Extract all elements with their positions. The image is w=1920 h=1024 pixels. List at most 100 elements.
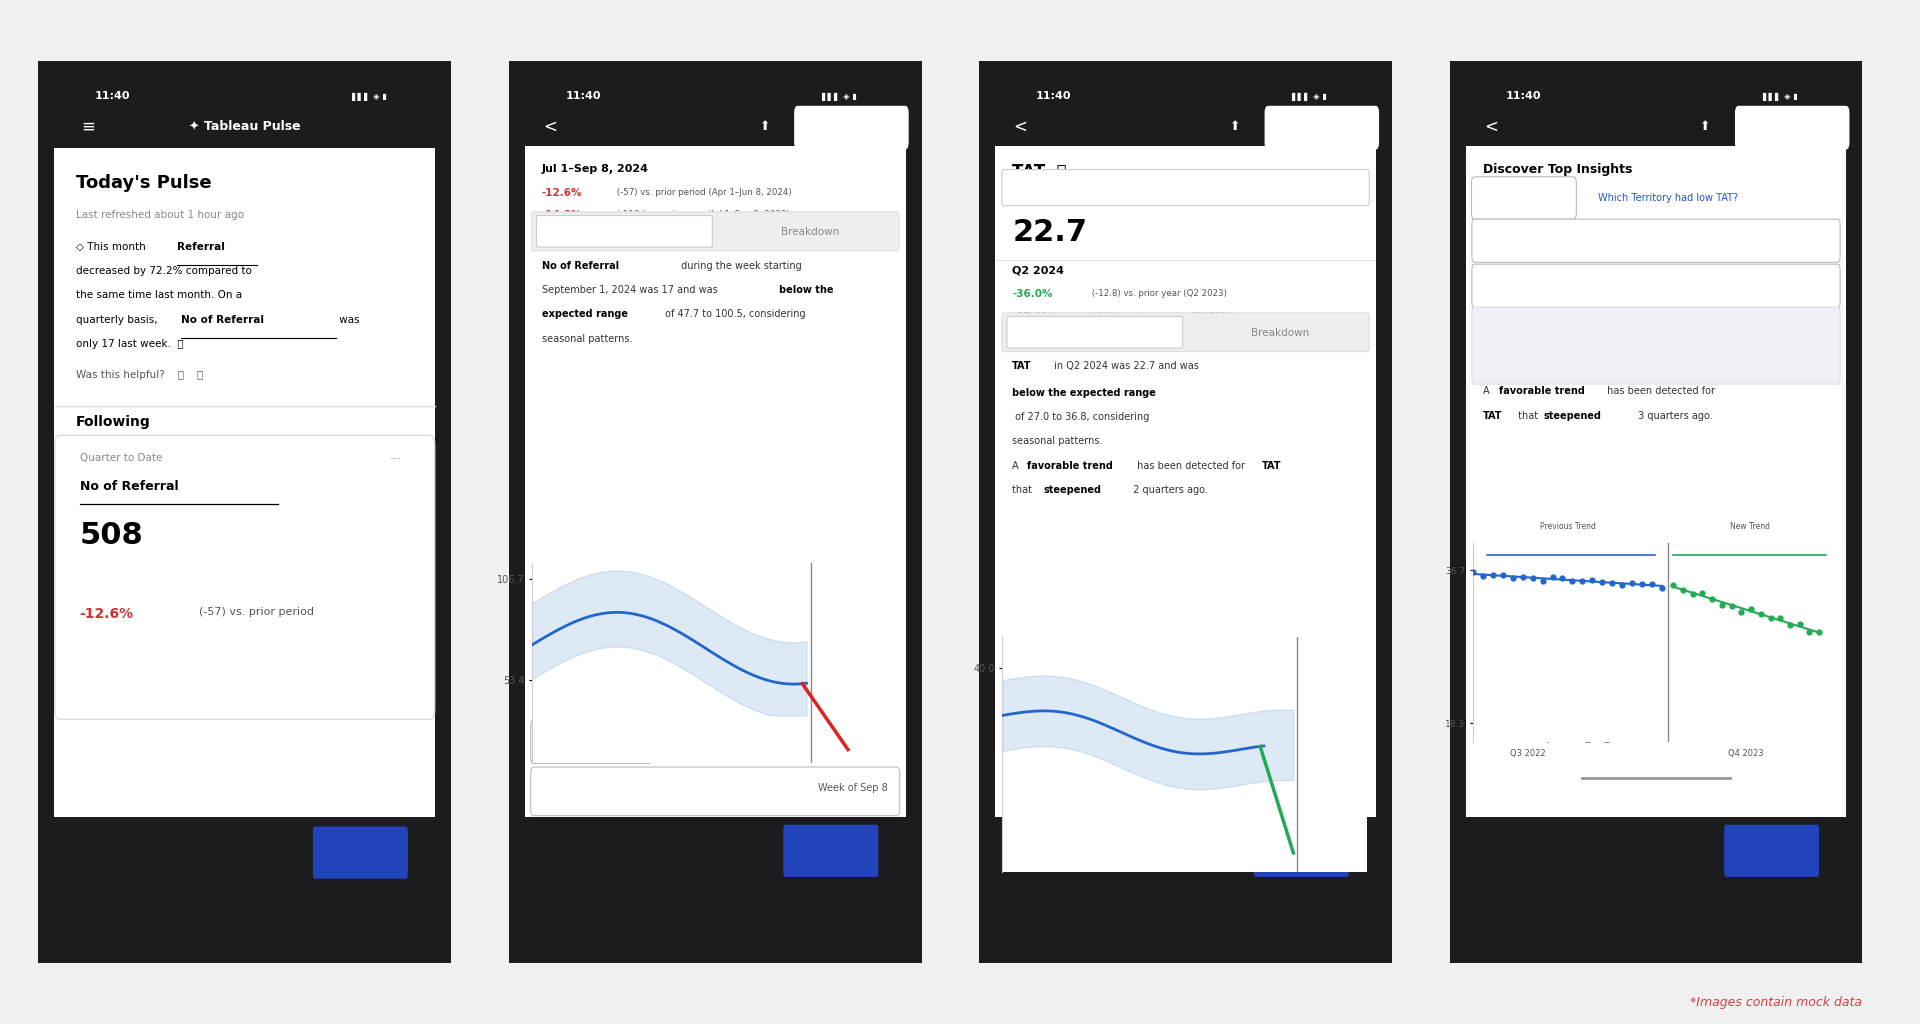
- Text: Explore: Explore: [701, 868, 730, 878]
- Text: 11:40: 11:40: [1035, 91, 1071, 101]
- Text: Top insight about this change  |: Top insight about this change |: [1490, 319, 1634, 328]
- Text: -27.9%: -27.9%: [1012, 312, 1052, 322]
- FancyBboxPatch shape: [995, 146, 1377, 883]
- Text: Following: Following: [75, 415, 150, 429]
- FancyBboxPatch shape: [524, 817, 906, 883]
- FancyBboxPatch shape: [54, 146, 436, 883]
- Text: ⌂: ⌂: [595, 842, 603, 855]
- Text: Explore: Explore: [230, 870, 259, 880]
- Text: Overview: Overview: [597, 226, 651, 237]
- Text: Explore: Explore: [1642, 868, 1670, 878]
- Text: 2 quarters ago.: 2 quarters ago.: [1129, 485, 1208, 495]
- Text: -36.0%: -36.0%: [1012, 289, 1052, 299]
- Text: below the expected range: below the expected range: [1012, 388, 1156, 397]
- Text: favorable trend: favorable trend: [1500, 386, 1586, 396]
- FancyBboxPatch shape: [1465, 146, 1847, 883]
- Text: ···: ···: [390, 454, 401, 466]
- FancyBboxPatch shape: [56, 435, 434, 719]
- Text: Pulse: Pulse: [820, 867, 841, 877]
- Text: during the week starting: during the week starting: [678, 260, 803, 270]
- FancyBboxPatch shape: [1002, 313, 1369, 351]
- Text: No of Referral: No of Referral: [541, 260, 618, 270]
- FancyBboxPatch shape: [54, 817, 436, 883]
- Text: of 27.0 to 36.8, considering: of 27.0 to 36.8, considering: [1012, 412, 1150, 422]
- Text: that: that: [1515, 411, 1542, 421]
- Text: ⬆: ⬆: [760, 120, 770, 133]
- FancyBboxPatch shape: [524, 146, 906, 883]
- FancyBboxPatch shape: [1473, 219, 1839, 262]
- FancyBboxPatch shape: [1254, 824, 1348, 877]
- Text: ▌▌▌ ◈ ▮: ▌▌▌ ◈ ▮: [822, 92, 856, 101]
- Text: TAT: TAT: [1012, 360, 1031, 371]
- FancyBboxPatch shape: [795, 106, 908, 148]
- Text: Home: Home: [117, 870, 140, 880]
- Text: ✓ Following: ✓ Following: [1766, 124, 1818, 133]
- Text: seasonal patterns.: seasonal patterns.: [541, 334, 632, 344]
- Text: ✓ Following: ✓ Following: [826, 124, 877, 133]
- FancyBboxPatch shape: [975, 43, 1396, 981]
- Text: that: that: [1012, 485, 1035, 495]
- Text: of 47.7 to 100.5, considering: of 47.7 to 100.5, considering: [662, 309, 804, 319]
- Text: seasonal patterns.: seasonal patterns.: [1012, 436, 1102, 446]
- Text: ⬆: ⬆: [1701, 120, 1711, 133]
- Text: Pulse: Pulse: [1761, 867, 1782, 877]
- FancyBboxPatch shape: [1265, 106, 1379, 148]
- FancyBboxPatch shape: [1002, 170, 1369, 206]
- Text: Quarter to Date: Quarter to Date: [81, 454, 161, 464]
- Text: has been detected for: has been detected for: [1135, 461, 1248, 471]
- Text: TAT: TAT: [1482, 411, 1501, 421]
- Text: New Trend: New Trend: [1730, 522, 1770, 530]
- Text: ⌂: ⌂: [1066, 842, 1073, 855]
- Text: 508: 508: [81, 521, 144, 550]
- Text: favorable trend: favorable trend: [1027, 461, 1112, 471]
- Text: the same time last month. On a: the same time last month. On a: [75, 291, 242, 300]
- Text: ◎  Ask: ◎ Ask: [574, 737, 609, 746]
- Text: ≡: ≡: [81, 118, 94, 135]
- Text: (-57) vs. prior period (Apr 1–Jun 8, 2024): (-57) vs. prior period (Apr 1–Jun 8, 202…: [614, 187, 791, 197]
- Text: -12.6%: -12.6%: [541, 187, 582, 198]
- Text: ◎: ◎: [1651, 842, 1661, 855]
- Text: has been detected for: has been detected for: [1605, 386, 1715, 396]
- Text: Last refreshed about 1 hour ago: Last refreshed about 1 hour ago: [75, 210, 244, 220]
- FancyBboxPatch shape: [54, 105, 436, 147]
- Text: Does TAT have a new trend?: Does TAT have a new trend?: [1490, 341, 1657, 351]
- FancyBboxPatch shape: [1471, 177, 1576, 219]
- Text: <: <: [1484, 118, 1498, 135]
- Text: ⬆: ⬆: [1231, 120, 1240, 133]
- FancyBboxPatch shape: [530, 767, 900, 816]
- Text: ◎  Ask: ◎ Ask: [1507, 193, 1540, 203]
- Text: ◇ This month: ◇ This month: [75, 242, 148, 252]
- Text: decreased by 72.2% compared to: decreased by 72.2% compared to: [75, 266, 252, 276]
- Text: No of Referral: No of Referral: [81, 480, 179, 494]
- Text: Q2 2024: Q2 2024: [1012, 266, 1064, 276]
- Text: Referral: Referral: [177, 242, 225, 252]
- Text: quarterly basis,: quarterly basis,: [75, 314, 161, 325]
- FancyBboxPatch shape: [1006, 316, 1183, 348]
- Text: 3 quarters ago.: 3 quarters ago.: [1634, 411, 1713, 421]
- Text: ▌▌▌ ◈ ▮: ▌▌▌ ◈ ▮: [1292, 92, 1327, 101]
- Text: ◎: ◎: [1181, 842, 1190, 855]
- Text: was: was: [336, 314, 359, 325]
- Text: September 1, 2024 was 17 and was: September 1, 2024 was 17 and was: [541, 285, 720, 295]
- FancyBboxPatch shape: [1724, 824, 1818, 877]
- Text: Which  Drug Name increased the most?: Which Drug Name increased the most?: [618, 786, 812, 797]
- FancyBboxPatch shape: [505, 43, 925, 981]
- Text: Previous Trend: Previous Trend: [1540, 522, 1596, 530]
- Text: ▌▌▌ ◈ ▮: ▌▌▌ ◈ ▮: [1763, 92, 1797, 101]
- Text: Overview: Overview: [1068, 328, 1121, 338]
- Text: ( 110 ) vs. prior year (Jul 1–Sep 8, 2023): ( 110 ) vs. prior year (Jul 1–Sep 8, 202…: [614, 210, 789, 219]
- Text: ◎: ◎: [240, 844, 250, 856]
- Text: ▌▌▌ ◈ ▮: ▌▌▌ ◈ ▮: [351, 92, 386, 101]
- FancyBboxPatch shape: [1736, 106, 1849, 148]
- Text: *Images contain mock data: *Images contain mock data: [1690, 995, 1862, 1009]
- Text: Jul 1–Sep 8, 2024: Jul 1–Sep 8, 2024: [541, 164, 649, 174]
- Text: 11:40: 11:40: [1505, 91, 1542, 101]
- Text: A: A: [1482, 386, 1492, 396]
- FancyBboxPatch shape: [536, 215, 712, 247]
- Text: ⌂: ⌂: [1536, 842, 1544, 855]
- Text: A: A: [1012, 461, 1021, 471]
- Text: Which HCP Name decreased the most?: Which HCP Name decreased the most?: [1561, 236, 1751, 246]
- Text: in Q2 2024 was 22.7 and was: in Q2 2024 was 22.7 and was: [1052, 360, 1202, 371]
- FancyBboxPatch shape: [530, 720, 653, 764]
- Text: Week of Sep 8: Week of Sep 8: [818, 782, 887, 793]
